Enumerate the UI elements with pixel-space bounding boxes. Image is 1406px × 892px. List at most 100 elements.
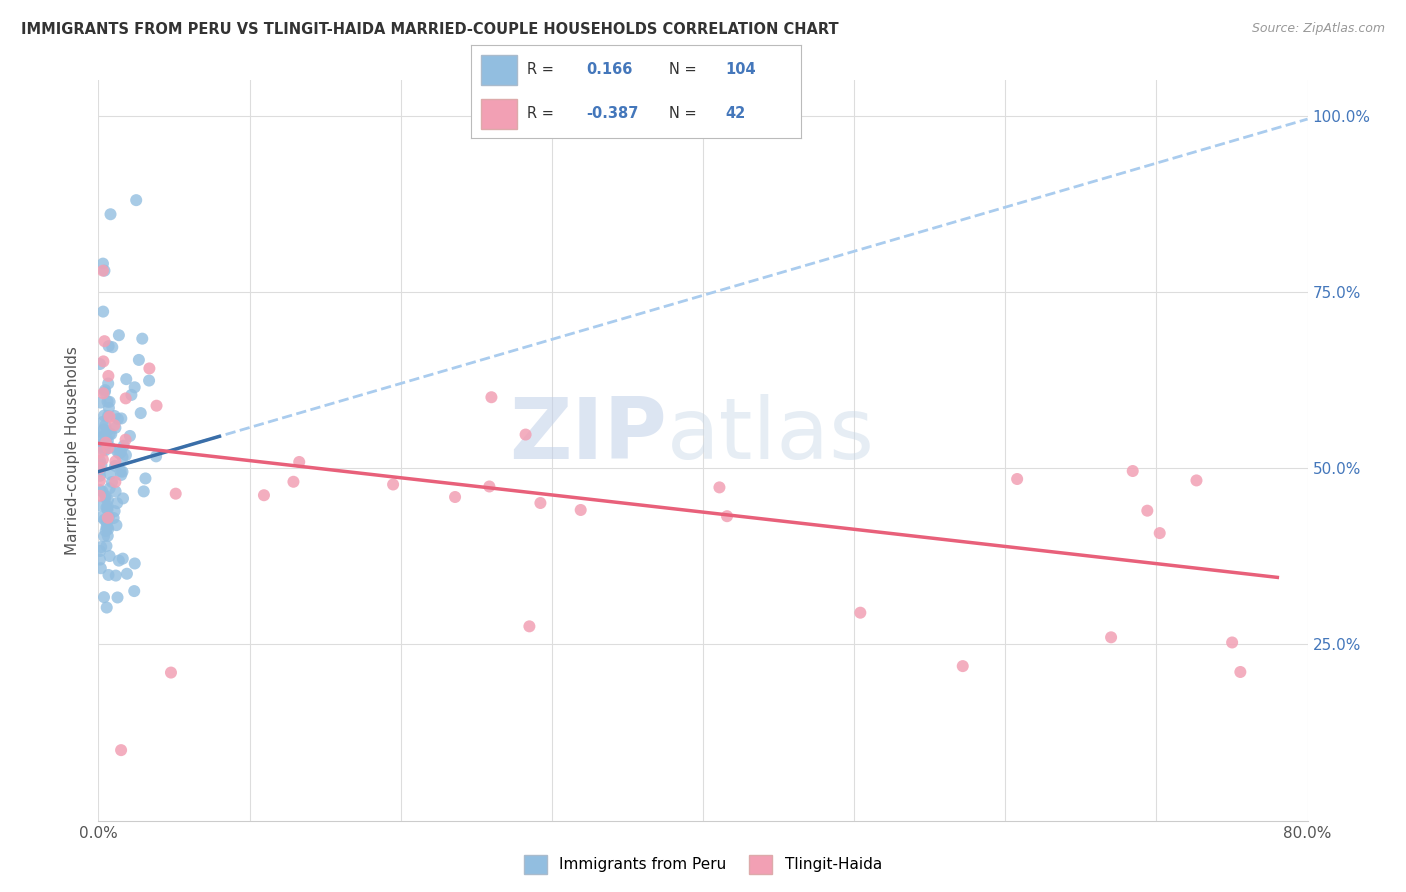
Point	[1136, 504, 1159, 518]
Point	[1185, 474, 1208, 488]
Point	[91, 452, 114, 467]
Point	[115, 566, 138, 581]
Text: IMMIGRANTS FROM PERU VS TLINGIT-HAIDA MARRIED-COUPLE HOUSEHOLDS CORRELATION CHAR: IMMIGRANTS FROM PERU VS TLINGIT-HAIDA MA…	[21, 22, 839, 37]
Point	[128, 353, 150, 368]
Point	[89, 474, 111, 488]
Point	[104, 458, 127, 473]
Point	[97, 368, 120, 383]
Point	[97, 376, 120, 391]
Point	[89, 454, 111, 468]
Point	[90, 431, 112, 445]
Point	[89, 445, 111, 459]
Point	[98, 467, 121, 482]
Text: 0.166: 0.166	[586, 62, 633, 78]
Point	[93, 590, 115, 604]
Point	[444, 490, 467, 504]
Point	[93, 513, 115, 527]
Point	[125, 193, 148, 207]
Point	[94, 435, 117, 450]
Point	[101, 475, 124, 489]
Point	[97, 441, 120, 455]
Point	[96, 516, 118, 530]
Y-axis label: Married-couple Households: Married-couple Households	[65, 346, 80, 555]
Text: R =: R =	[527, 106, 554, 121]
Legend: Immigrants from Peru, Tlingit-Haida: Immigrants from Peru, Tlingit-Haida	[517, 849, 889, 880]
Point	[89, 357, 111, 371]
Point	[98, 409, 121, 424]
Text: ZIP: ZIP	[509, 394, 666, 477]
Point	[93, 423, 115, 437]
Point	[110, 464, 132, 478]
Point	[90, 561, 112, 575]
Point	[98, 394, 121, 409]
Point	[93, 436, 115, 450]
Text: R =: R =	[527, 62, 554, 78]
Point	[93, 354, 115, 368]
Point	[115, 372, 138, 386]
Point	[165, 486, 187, 500]
Point	[96, 503, 118, 517]
Point	[104, 484, 127, 499]
Point	[529, 496, 551, 510]
Point	[94, 489, 117, 503]
Point	[709, 480, 731, 494]
Point	[118, 429, 141, 443]
Point	[110, 411, 132, 425]
Point	[94, 418, 117, 433]
Point	[111, 450, 134, 464]
Point	[97, 511, 120, 525]
Point	[96, 520, 118, 534]
Point	[478, 479, 501, 493]
Point	[1229, 665, 1251, 679]
Point	[96, 600, 118, 615]
Point	[89, 438, 111, 452]
Point	[97, 434, 120, 448]
Text: N =: N =	[669, 62, 697, 78]
Point	[90, 540, 112, 554]
Point	[91, 386, 114, 401]
Point	[569, 503, 592, 517]
Point	[94, 524, 117, 538]
Point	[89, 483, 111, 497]
Point	[97, 509, 120, 524]
Point	[100, 441, 122, 455]
Point	[91, 304, 114, 318]
Point	[91, 438, 114, 452]
Point	[382, 477, 405, 491]
Point	[103, 418, 125, 433]
Point	[98, 481, 121, 495]
Point	[112, 439, 135, 453]
Point	[288, 455, 311, 469]
Text: N =: N =	[669, 106, 697, 121]
Point	[120, 388, 142, 402]
Text: 42: 42	[725, 106, 745, 121]
Point	[96, 424, 118, 438]
Point	[96, 520, 118, 534]
Point	[104, 454, 127, 468]
Point	[145, 450, 167, 464]
Point	[107, 412, 129, 426]
Point	[91, 442, 114, 457]
Point	[89, 489, 111, 503]
Point	[104, 475, 127, 489]
Point	[103, 511, 125, 525]
Point	[138, 374, 160, 388]
Point	[104, 421, 127, 435]
Point	[105, 518, 128, 533]
Point	[91, 484, 114, 499]
Point	[96, 436, 118, 450]
Point	[134, 471, 156, 485]
Point	[1099, 630, 1122, 644]
Point	[131, 332, 153, 346]
Point	[89, 552, 111, 566]
Point	[519, 619, 541, 633]
Point	[89, 461, 111, 475]
Point	[90, 458, 112, 473]
Point	[96, 539, 118, 553]
Point	[93, 529, 115, 543]
Point	[110, 743, 132, 757]
Point	[1220, 635, 1243, 649]
Point	[108, 446, 131, 460]
Point	[93, 409, 115, 423]
Point	[124, 557, 146, 571]
